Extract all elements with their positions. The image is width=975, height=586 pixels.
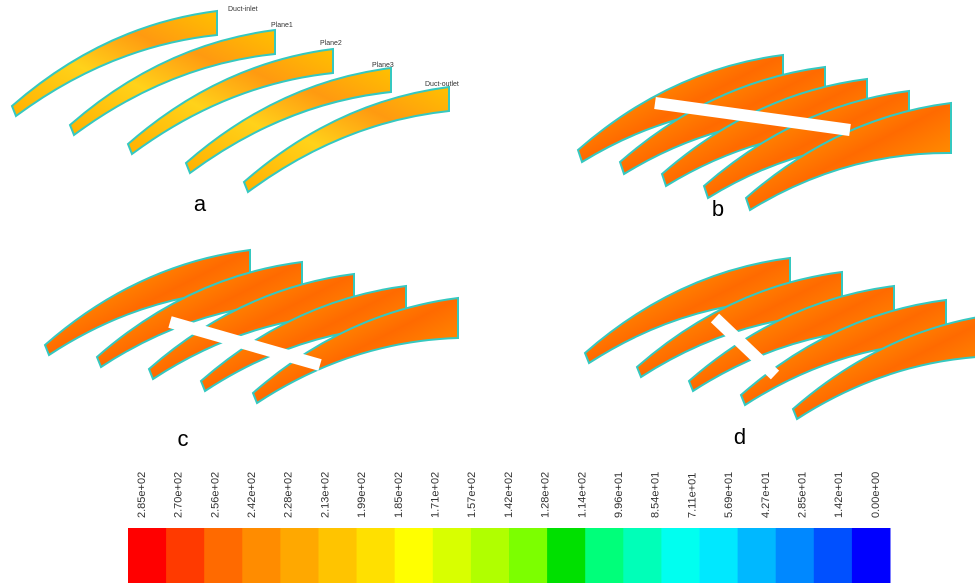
colorbar-swatch — [357, 528, 396, 583]
colorbar-swatch — [738, 528, 777, 583]
colorbar-label: 1.28e+02 — [540, 472, 552, 518]
colorbar-label: 2.42e+02 — [246, 472, 258, 518]
colorbar-label: 1.42e+01 — [833, 472, 845, 518]
colorbar-swatch — [319, 528, 358, 583]
colorbar-label: 1.71e+02 — [430, 472, 442, 518]
colorbar-swatch — [395, 528, 434, 583]
colorbar-label: 1.57e+02 — [466, 472, 478, 518]
colorbar-swatch — [623, 528, 662, 583]
annotation: Plane3 — [372, 62, 394, 69]
colorbar-swatch — [166, 528, 205, 583]
colorbar-label: 1.14e+02 — [576, 472, 588, 518]
colorbar-swatch — [776, 528, 815, 583]
colorbar-label: 5.69e+01 — [723, 472, 735, 518]
colorbar-label: 8.54e+01 — [650, 472, 662, 518]
colorbar-swatch — [242, 528, 281, 583]
colorbar-label: 2.13e+02 — [319, 472, 331, 518]
colorbar-label: 1.85e+02 — [393, 472, 405, 518]
colorbar-swatch — [204, 528, 243, 583]
annotation: Plane1 — [271, 22, 293, 29]
annotation: Duct-inlet — [228, 6, 258, 13]
contour-shapes — [12, 11, 975, 419]
colorbar-swatch — [661, 528, 700, 583]
colorbar-swatch — [128, 528, 167, 583]
colorbar-swatch — [585, 528, 624, 583]
colorbar-label: 9.96e+01 — [613, 472, 625, 518]
annotation: Duct-outlet — [425, 81, 459, 88]
colorbar-swatch — [509, 528, 548, 583]
colorbar-swatch — [852, 528, 891, 583]
colorbar-swatch — [547, 528, 586, 583]
colorbar-label: 1.42e+02 — [503, 472, 515, 518]
panel-label: a — [194, 191, 207, 216]
annotation: Plane2 — [320, 40, 342, 47]
colorbar-label: 2.85e+01 — [797, 472, 809, 518]
panel-label: b — [712, 196, 724, 221]
colorbar-label: 2.85e+02 — [136, 472, 148, 518]
colorbar-swatch — [471, 528, 510, 583]
colorbar: 2.85e+02 2.70e+02 2.56e+02 2.42e+02 2.28e+02… — [128, 472, 891, 583]
page: a b c d Duct-inlet Plane1 Plane2 Plane3 … — [0, 0, 975, 586]
colorbar-swatch — [700, 528, 739, 583]
panel-label: d — [734, 424, 746, 449]
colorbar-label: 2.28e+02 — [283, 472, 295, 518]
colorbar-label: 1.99e+02 — [356, 472, 368, 518]
colorbar-label: 2.56e+02 — [209, 472, 221, 518]
figure: a b c d Duct-inlet Plane1 Plane2 Plane3 … — [0, 0, 975, 586]
panel-label: c — [178, 426, 189, 451]
colorbar-swatch — [814, 528, 853, 583]
colorbar-swatch — [433, 528, 472, 583]
colorbar-label: 4.27e+01 — [760, 472, 772, 518]
colorbar-label: 2.70e+02 — [173, 472, 185, 518]
colorbar-swatch — [280, 528, 319, 583]
colorbar-label: 0.00e+00 — [870, 472, 882, 518]
colorbar-label: 7.11e+01 — [686, 473, 698, 518]
